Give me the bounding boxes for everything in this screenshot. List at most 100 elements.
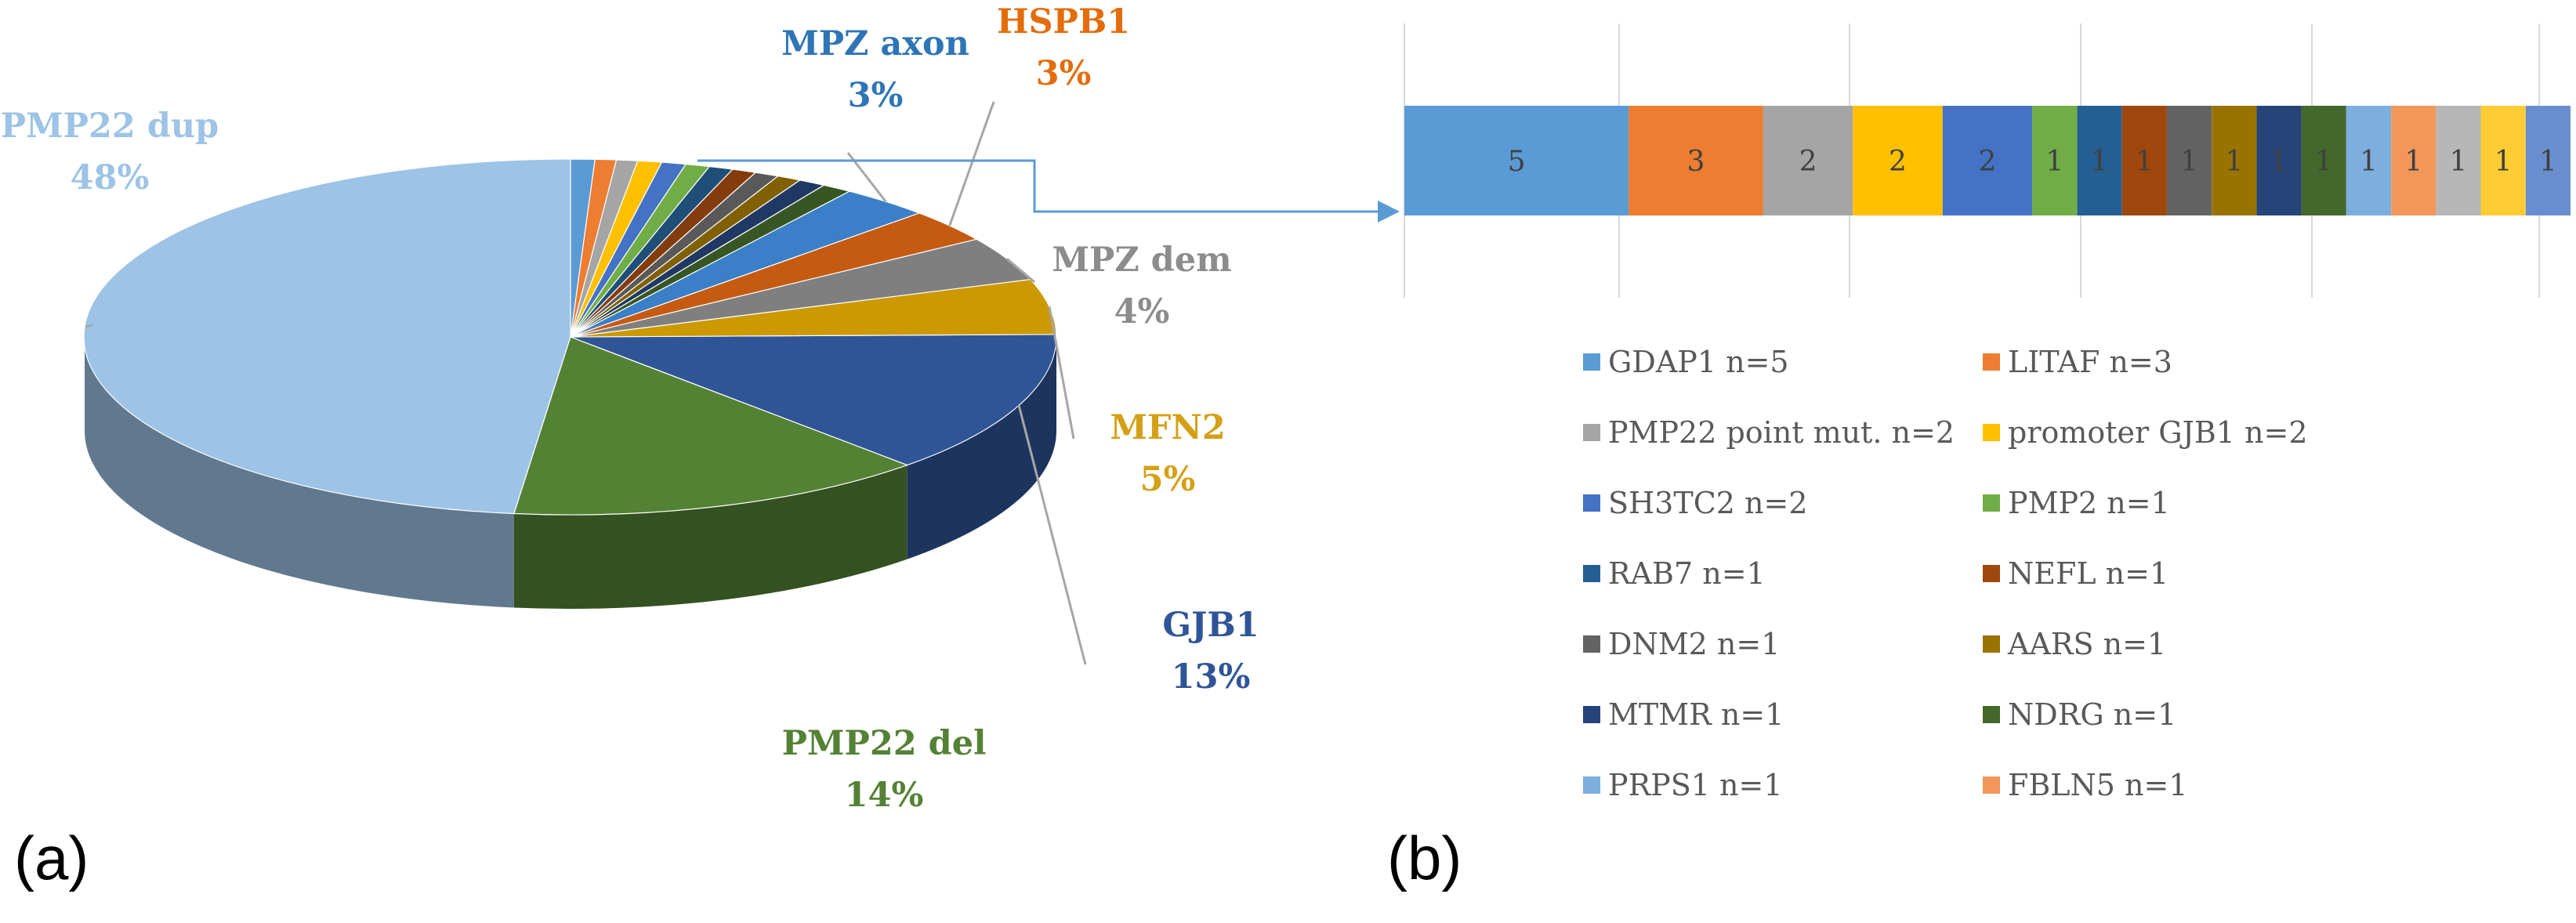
legend-item: LITAF n=3 [1983,345,2172,379]
bar-segment-label: 2 [1889,146,1907,178]
bar-segment [2121,106,2167,215]
pie-slice-gjb1 [570,334,1057,466]
bar-segment-label: 1 [2225,146,2243,178]
legend-swatch [1583,706,1600,723]
legend-item: RAB7 n=1 [1583,556,1766,591]
pie-side-pmp22-del [513,465,908,610]
pie-label-name: MPZ dem [1052,241,1231,280]
bar-segment-label: 1 [2539,146,2557,178]
legend-swatch [1983,776,2000,794]
bar-segment [1404,106,1629,215]
bar-segment [2166,106,2212,215]
bar-segment-label: 1 [2449,146,2467,178]
pie-label-name: PMP22 dup [1,107,219,146]
bar-segment-label: 5 [1508,146,1526,178]
bar-segment [1629,106,1763,215]
legend-item: promoter GJB1 n=2 [1983,415,2308,450]
legend-label: PRPS1 n=1 [1608,768,1783,802]
bar-segment-label: 1 [2404,146,2422,178]
legend-label: promoter GJB1 n=2 [2008,415,2308,450]
legend-label: NDRG n=1 [2008,697,2177,732]
legend-item: PMP2 n=1 [1983,486,2170,520]
connector-line [697,159,1364,213]
bar-segment [2436,106,2481,215]
pie-slice-pmp22-dup [83,158,571,515]
pie-label-name: GJB1 [1162,606,1259,645]
legend-swatch [1983,424,2000,441]
legend-item: MTMR n=1 [1583,697,1784,732]
legend-label: GDAP1 n=5 [1608,345,1789,379]
bar-segment [2525,106,2571,215]
legend-label: PMP22 point mut. n=2 [1608,415,1955,450]
leader-line [1005,258,1035,284]
bar-segment-label: 1 [2270,146,2288,178]
legend-item: PRPS1 n=1 [1583,768,1783,802]
bar-segment [2480,106,2526,215]
legend-label: FBLN5 n=1 [2008,768,2188,802]
bar-segment-label: 1 [2136,146,2154,178]
pie-label-name: MFN2 [1110,408,1225,447]
legend-item: AARS n=1 [1983,627,2166,661]
legend-label: PMP2 n=1 [2008,486,2170,520]
pie-slice-pmp22-del [513,336,909,516]
legend-label: MTMR n=1 [1608,697,1784,732]
leader-line [948,101,995,226]
pie-label-name: HSPB1 [997,2,1130,42]
pie-label-name: PMP22 del [782,724,987,763]
bar-segment-label: 1 [2360,146,2378,178]
pie-chart: PMP22 dup 48% PMP22 del 14% GJB1 13% MFN2 5% MPZ… [1,2,1364,815]
pie-label-percent: 4% [1114,292,1170,331]
bar-segment-label: 3 [1687,146,1705,178]
leader-line [1048,306,1075,440]
legend-label: DNM2 n=1 [1608,627,1781,661]
bar-segment [2346,106,2391,215]
bar-segment [2256,106,2302,215]
pie-label-percent: 48% [71,158,150,197]
legend-swatch [1583,424,1600,441]
legend-item: FBLN5 n=1 [1983,768,2188,802]
pie-side-gjb1 [907,337,1056,559]
legend-item: PMP22 point mut. n=2 [1583,415,1955,450]
legend-swatch [1983,706,2000,723]
legend-item: GDAP1 n=5 [1583,345,1789,379]
legend-item: NEFL n=1 [1983,556,2168,591]
bar-segment-label: 1 [2091,146,2109,178]
leader-line [85,324,93,328]
bar-segment [2391,106,2437,215]
pie-sides [84,337,1056,610]
panel-label-a: (a) [14,823,89,892]
legend-swatch [1583,635,1600,653]
legend-label: RAB7 n=1 [1608,556,1766,591]
bar-segment [1853,106,1943,215]
bar-segment [1763,106,1853,215]
bar-segment [1942,106,2033,215]
pie-labels: PMP22 dup 48% PMP22 del 14% GJB1 13% MFN2 5% MPZ… [1,2,1259,815]
pie-label-percent: 13% [1172,657,1251,697]
pie-label-percent: 14% [845,776,924,815]
legend-label: SH3TC2 n=2 [1608,486,1808,520]
legend-label: AARS n=1 [2008,627,2167,661]
legend-item: DNM2 n=1 [1583,627,1780,661]
pie-label-name: MPZ axon [781,24,969,63]
bar-segment-label: 1 [2045,146,2063,178]
connector-arrowhead [1378,201,1400,223]
legend-swatch [1583,565,1600,582]
pie-side-pmp22-dup [84,337,514,608]
legend-item: SH3TC2 n=2 [1583,486,1808,520]
pie-label-percent: 3% [1036,54,1092,93]
legend-swatch [1983,494,2000,512]
bar-segment-label: 1 [2494,146,2513,178]
bar-segment-label: 2 [1979,146,1997,178]
pie-label-percent: 5% [1140,460,1196,499]
legend-label: NEFL n=1 [2008,556,2169,591]
legend-swatch [1983,565,2000,582]
bar-segment [2212,106,2257,215]
pie-slice-gdap1 [570,158,596,338]
bar-segment [2301,106,2346,215]
pie-label-percent: 3% [848,76,904,115]
legend-item: NDRG n=1 [1983,697,2176,732]
panel-label-b: (b) [1387,823,1462,892]
bar-segment-label: 1 [2180,146,2198,178]
